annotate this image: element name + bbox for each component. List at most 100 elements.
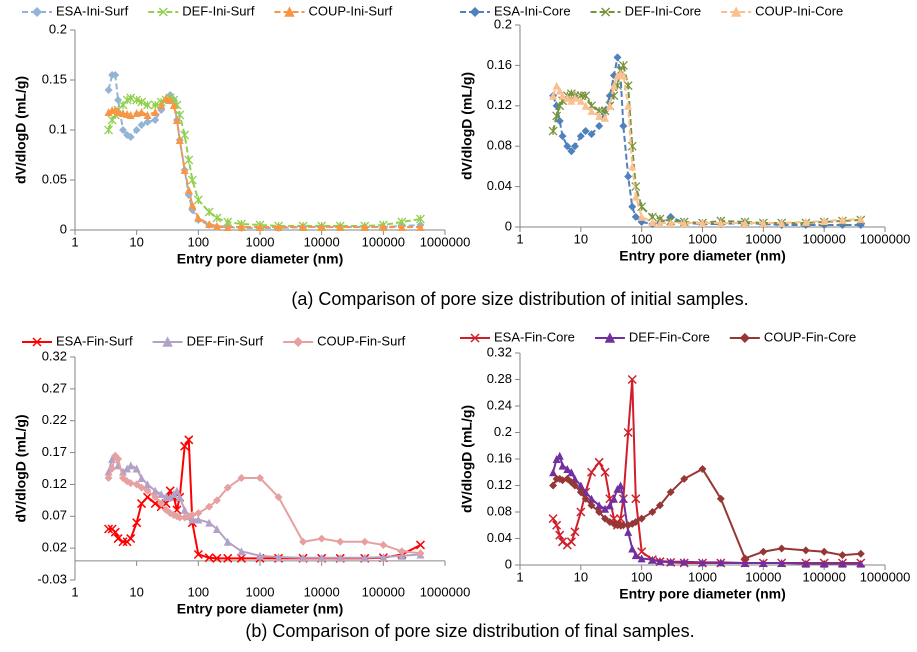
y-tick-label: 0.08 xyxy=(487,503,512,518)
marker xyxy=(132,464,141,473)
x-tick-label: 1000 xyxy=(688,569,717,584)
marker xyxy=(716,494,725,503)
marker xyxy=(132,126,141,134)
marker xyxy=(416,549,425,558)
marker xyxy=(631,494,641,504)
x-tick-label: 1 xyxy=(71,584,78,599)
marker xyxy=(317,553,326,562)
marker xyxy=(627,141,637,151)
marker xyxy=(648,508,657,516)
marker xyxy=(576,488,585,497)
legend-label: ESA-Ini-Core xyxy=(494,3,571,18)
legend-label: ESA-Ini-Surf xyxy=(56,3,129,18)
y-axis-title: dV/dlogD (mL/g) xyxy=(459,72,475,180)
marker xyxy=(563,464,572,473)
marker xyxy=(680,474,689,483)
marker xyxy=(759,547,768,556)
marker xyxy=(223,223,232,231)
y-tick-label: 0.15 xyxy=(42,71,67,86)
marker xyxy=(172,486,181,495)
marker xyxy=(648,217,657,226)
marker xyxy=(605,101,614,110)
y-tick-label: 0.28 xyxy=(487,371,512,386)
y-axis-title: dV/dlogD (mL/g) xyxy=(13,414,29,522)
marker xyxy=(180,441,190,451)
y-tick-label: 0.08 xyxy=(487,138,512,153)
marker xyxy=(605,501,614,510)
marker xyxy=(212,496,221,505)
marker xyxy=(548,514,558,524)
x-tick-label: 100 xyxy=(187,584,209,599)
marker xyxy=(838,559,847,568)
marker xyxy=(581,91,591,101)
marker xyxy=(137,97,147,107)
marker xyxy=(118,126,127,134)
marker xyxy=(236,553,246,563)
marker xyxy=(172,116,181,124)
marker xyxy=(801,559,810,568)
marker xyxy=(187,175,197,185)
legend-marker xyxy=(470,333,480,343)
marker xyxy=(415,540,425,550)
legend-label: COUP-Fin-Core xyxy=(764,329,856,344)
marker xyxy=(655,557,664,566)
x-tick-label: 1000000 xyxy=(860,231,911,246)
x-tick-label: 100 xyxy=(631,569,653,584)
legend-label: DEF-Fin-Surf xyxy=(187,333,264,348)
x-tick-label: 100000 xyxy=(802,569,845,584)
marker xyxy=(137,483,146,492)
marker xyxy=(180,130,190,140)
marker xyxy=(110,527,120,537)
marker xyxy=(637,212,646,221)
marker xyxy=(212,213,222,223)
marker xyxy=(237,547,246,556)
marker xyxy=(595,501,604,510)
marker xyxy=(698,218,707,227)
y-tick-label: 0.07 xyxy=(42,508,67,523)
marker xyxy=(631,212,640,221)
caption: (a) Comparison of pore size distribution… xyxy=(291,289,748,309)
marker xyxy=(698,558,707,567)
marker xyxy=(137,474,146,483)
marker xyxy=(555,116,564,125)
marker xyxy=(624,527,633,536)
marker xyxy=(613,71,622,80)
legend-marker xyxy=(601,7,611,17)
marker xyxy=(576,96,585,105)
marker xyxy=(194,509,203,518)
marker xyxy=(759,218,768,227)
marker xyxy=(777,218,786,227)
marker xyxy=(648,555,657,564)
marker xyxy=(552,111,562,121)
marker xyxy=(143,111,152,119)
marker xyxy=(587,130,596,139)
marker xyxy=(613,53,622,62)
x-tick-label: 100 xyxy=(631,231,653,246)
marker xyxy=(576,481,585,490)
y-tick-label: 0.24 xyxy=(487,397,512,412)
marker xyxy=(655,218,664,227)
marker xyxy=(137,108,146,116)
legend-label: ESA-Fin-Core xyxy=(494,329,575,344)
marker xyxy=(616,514,626,524)
marker xyxy=(619,122,628,130)
marker xyxy=(184,155,194,165)
x-tick-label: 100000 xyxy=(362,584,405,599)
marker xyxy=(555,451,564,460)
marker xyxy=(838,551,847,560)
x-tick-label: 1 xyxy=(516,569,523,584)
caption: (b) Comparison of pore size distribution… xyxy=(245,621,694,641)
marker xyxy=(558,461,567,470)
marker xyxy=(379,223,388,231)
legend-label: DEF-Ini-Core xyxy=(625,3,702,18)
marker xyxy=(205,518,214,527)
x-axis-title: Entry pore diameter (nm) xyxy=(177,601,343,617)
marker xyxy=(237,223,246,231)
marker xyxy=(616,481,625,490)
marker xyxy=(631,182,641,192)
marker xyxy=(549,468,558,477)
marker xyxy=(104,125,114,135)
marker xyxy=(188,511,197,520)
marker xyxy=(631,551,640,560)
